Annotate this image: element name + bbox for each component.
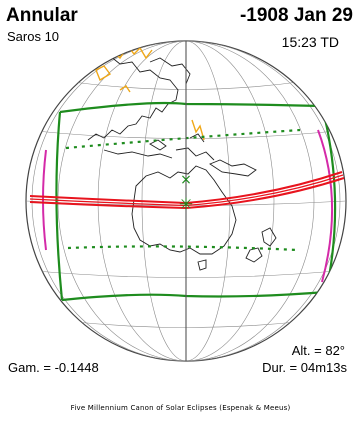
- eclipse-type-label: Annular: [6, 5, 78, 26]
- eclipse-date-label: -1908 Jan 29: [239, 5, 353, 26]
- sub-solar-marker: ×: [180, 172, 192, 188]
- credit-line: Five Millennium Canon of Solar Eclipses …: [70, 404, 291, 412]
- altitude-label: Alt. = 82°: [291, 343, 345, 358]
- saros-label: Saros 10: [7, 29, 60, 44]
- greatest-eclipse-marker: ✳: [179, 195, 193, 215]
- gamma-label: Gam. = -0.1448: [8, 360, 99, 375]
- coastline: [59, 51, 277, 271]
- eclipse-time-label: 15:23 TD: [281, 34, 339, 50]
- magnitude-curves: [65, 128, 301, 252]
- duration-label: Dur. = 04m13s: [262, 360, 347, 375]
